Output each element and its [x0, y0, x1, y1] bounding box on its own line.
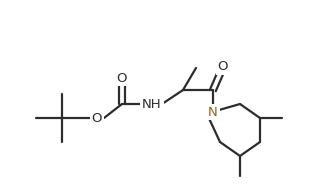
- Text: NH: NH: [142, 98, 162, 111]
- Text: O: O: [117, 72, 127, 84]
- Text: N: N: [208, 105, 218, 118]
- Text: O: O: [218, 61, 228, 73]
- Text: O: O: [92, 112, 102, 125]
